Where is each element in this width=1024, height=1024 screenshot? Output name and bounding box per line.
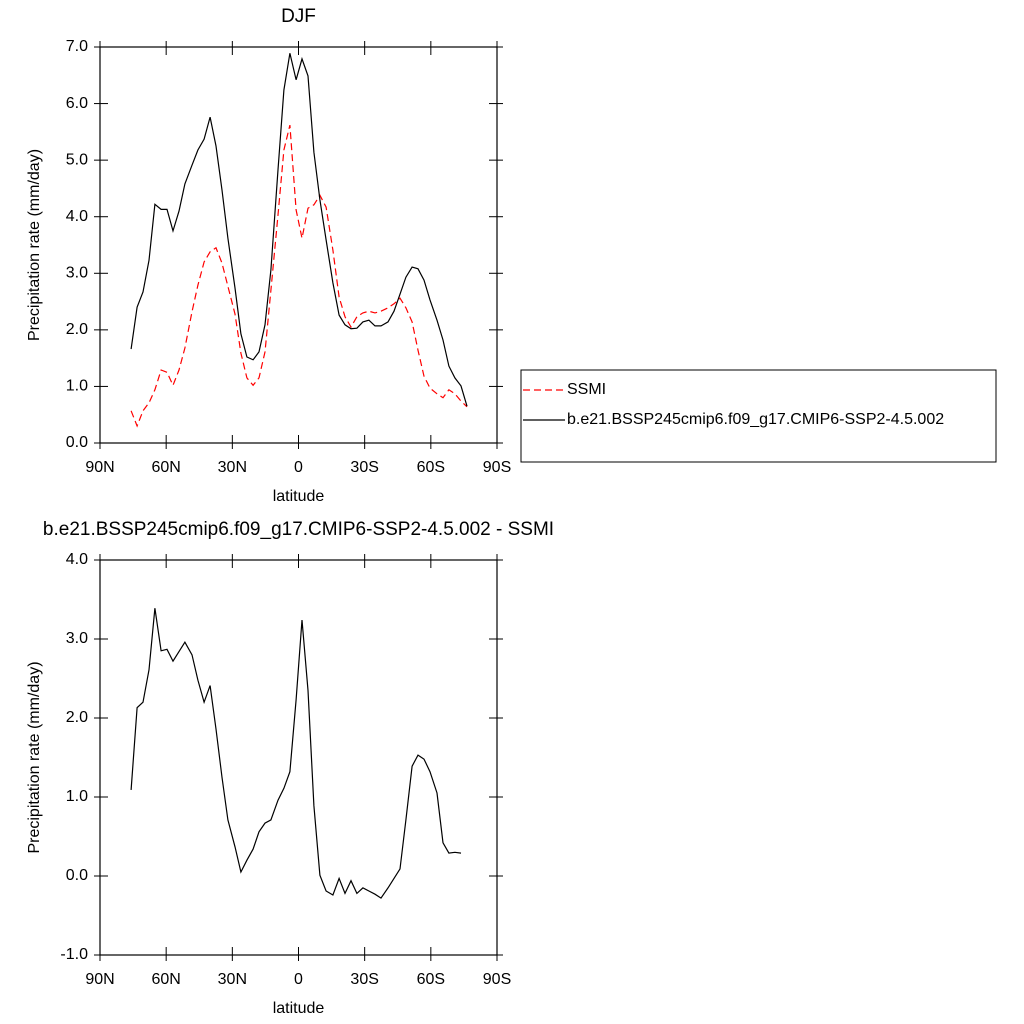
y-tick-label: 3.0 <box>66 265 88 282</box>
plot-frame <box>99 46 498 444</box>
legend-label: SSMI <box>567 381 606 398</box>
y-tick-label: 0.0 <box>66 434 88 451</box>
x-tick-label: 30S <box>350 459 378 476</box>
data-line <box>130 53 468 407</box>
y-tick-label: 3.0 <box>66 630 88 647</box>
y-axis-label: Precipitation rate (mm/day) <box>26 149 43 341</box>
y-tick-label: -1.0 <box>60 946 88 963</box>
x-tick-label: 60N <box>151 971 180 988</box>
x-axis-label: latitude <box>273 1000 325 1017</box>
x-tick-label: 60S <box>417 459 445 476</box>
data-line <box>130 608 462 899</box>
x-tick-label: 90S <box>483 459 511 476</box>
data-line <box>130 124 468 428</box>
x-tick-label: 60S <box>417 971 445 988</box>
x-tick-label: 90N <box>85 971 114 988</box>
y-axis-label: Precipitation rate (mm/day) <box>26 661 43 853</box>
y-tick-label: 4.0 <box>66 551 88 568</box>
y-tick-label: 0.0 <box>66 867 88 884</box>
x-tick-label: 30S <box>350 971 378 988</box>
x-tick-label: 0 <box>294 971 303 988</box>
chart-title: b.e21.BSSP245cmip6.f09_g17.CMIP6-SSP2-4.… <box>43 519 554 540</box>
y-tick-label: 4.0 <box>66 208 88 225</box>
y-tick-label: 2.0 <box>66 709 88 726</box>
y-tick-label: 6.0 <box>66 95 88 112</box>
y-tick-label: 1.0 <box>66 378 88 395</box>
x-axis-label: latitude <box>273 488 325 505</box>
y-tick-label: 2.0 <box>66 321 88 338</box>
x-tick-label: 90N <box>85 459 114 476</box>
legend-box <box>520 369 997 463</box>
x-tick-label: 60N <box>151 459 180 476</box>
y-tick-label: 1.0 <box>66 788 88 805</box>
x-tick-label: 30N <box>218 971 247 988</box>
legend-label: b.e21.BSSP245cmip6.f09_g17.CMIP6-SSP2-4.… <box>567 411 944 428</box>
x-tick-label: 0 <box>294 459 303 476</box>
y-tick-label: 7.0 <box>66 38 88 55</box>
chart-title: DJF <box>281 6 316 27</box>
plot-frame <box>99 559 498 956</box>
y-tick-label: 5.0 <box>66 151 88 168</box>
x-tick-label: 90S <box>483 971 511 988</box>
x-tick-label: 30N <box>218 459 247 476</box>
